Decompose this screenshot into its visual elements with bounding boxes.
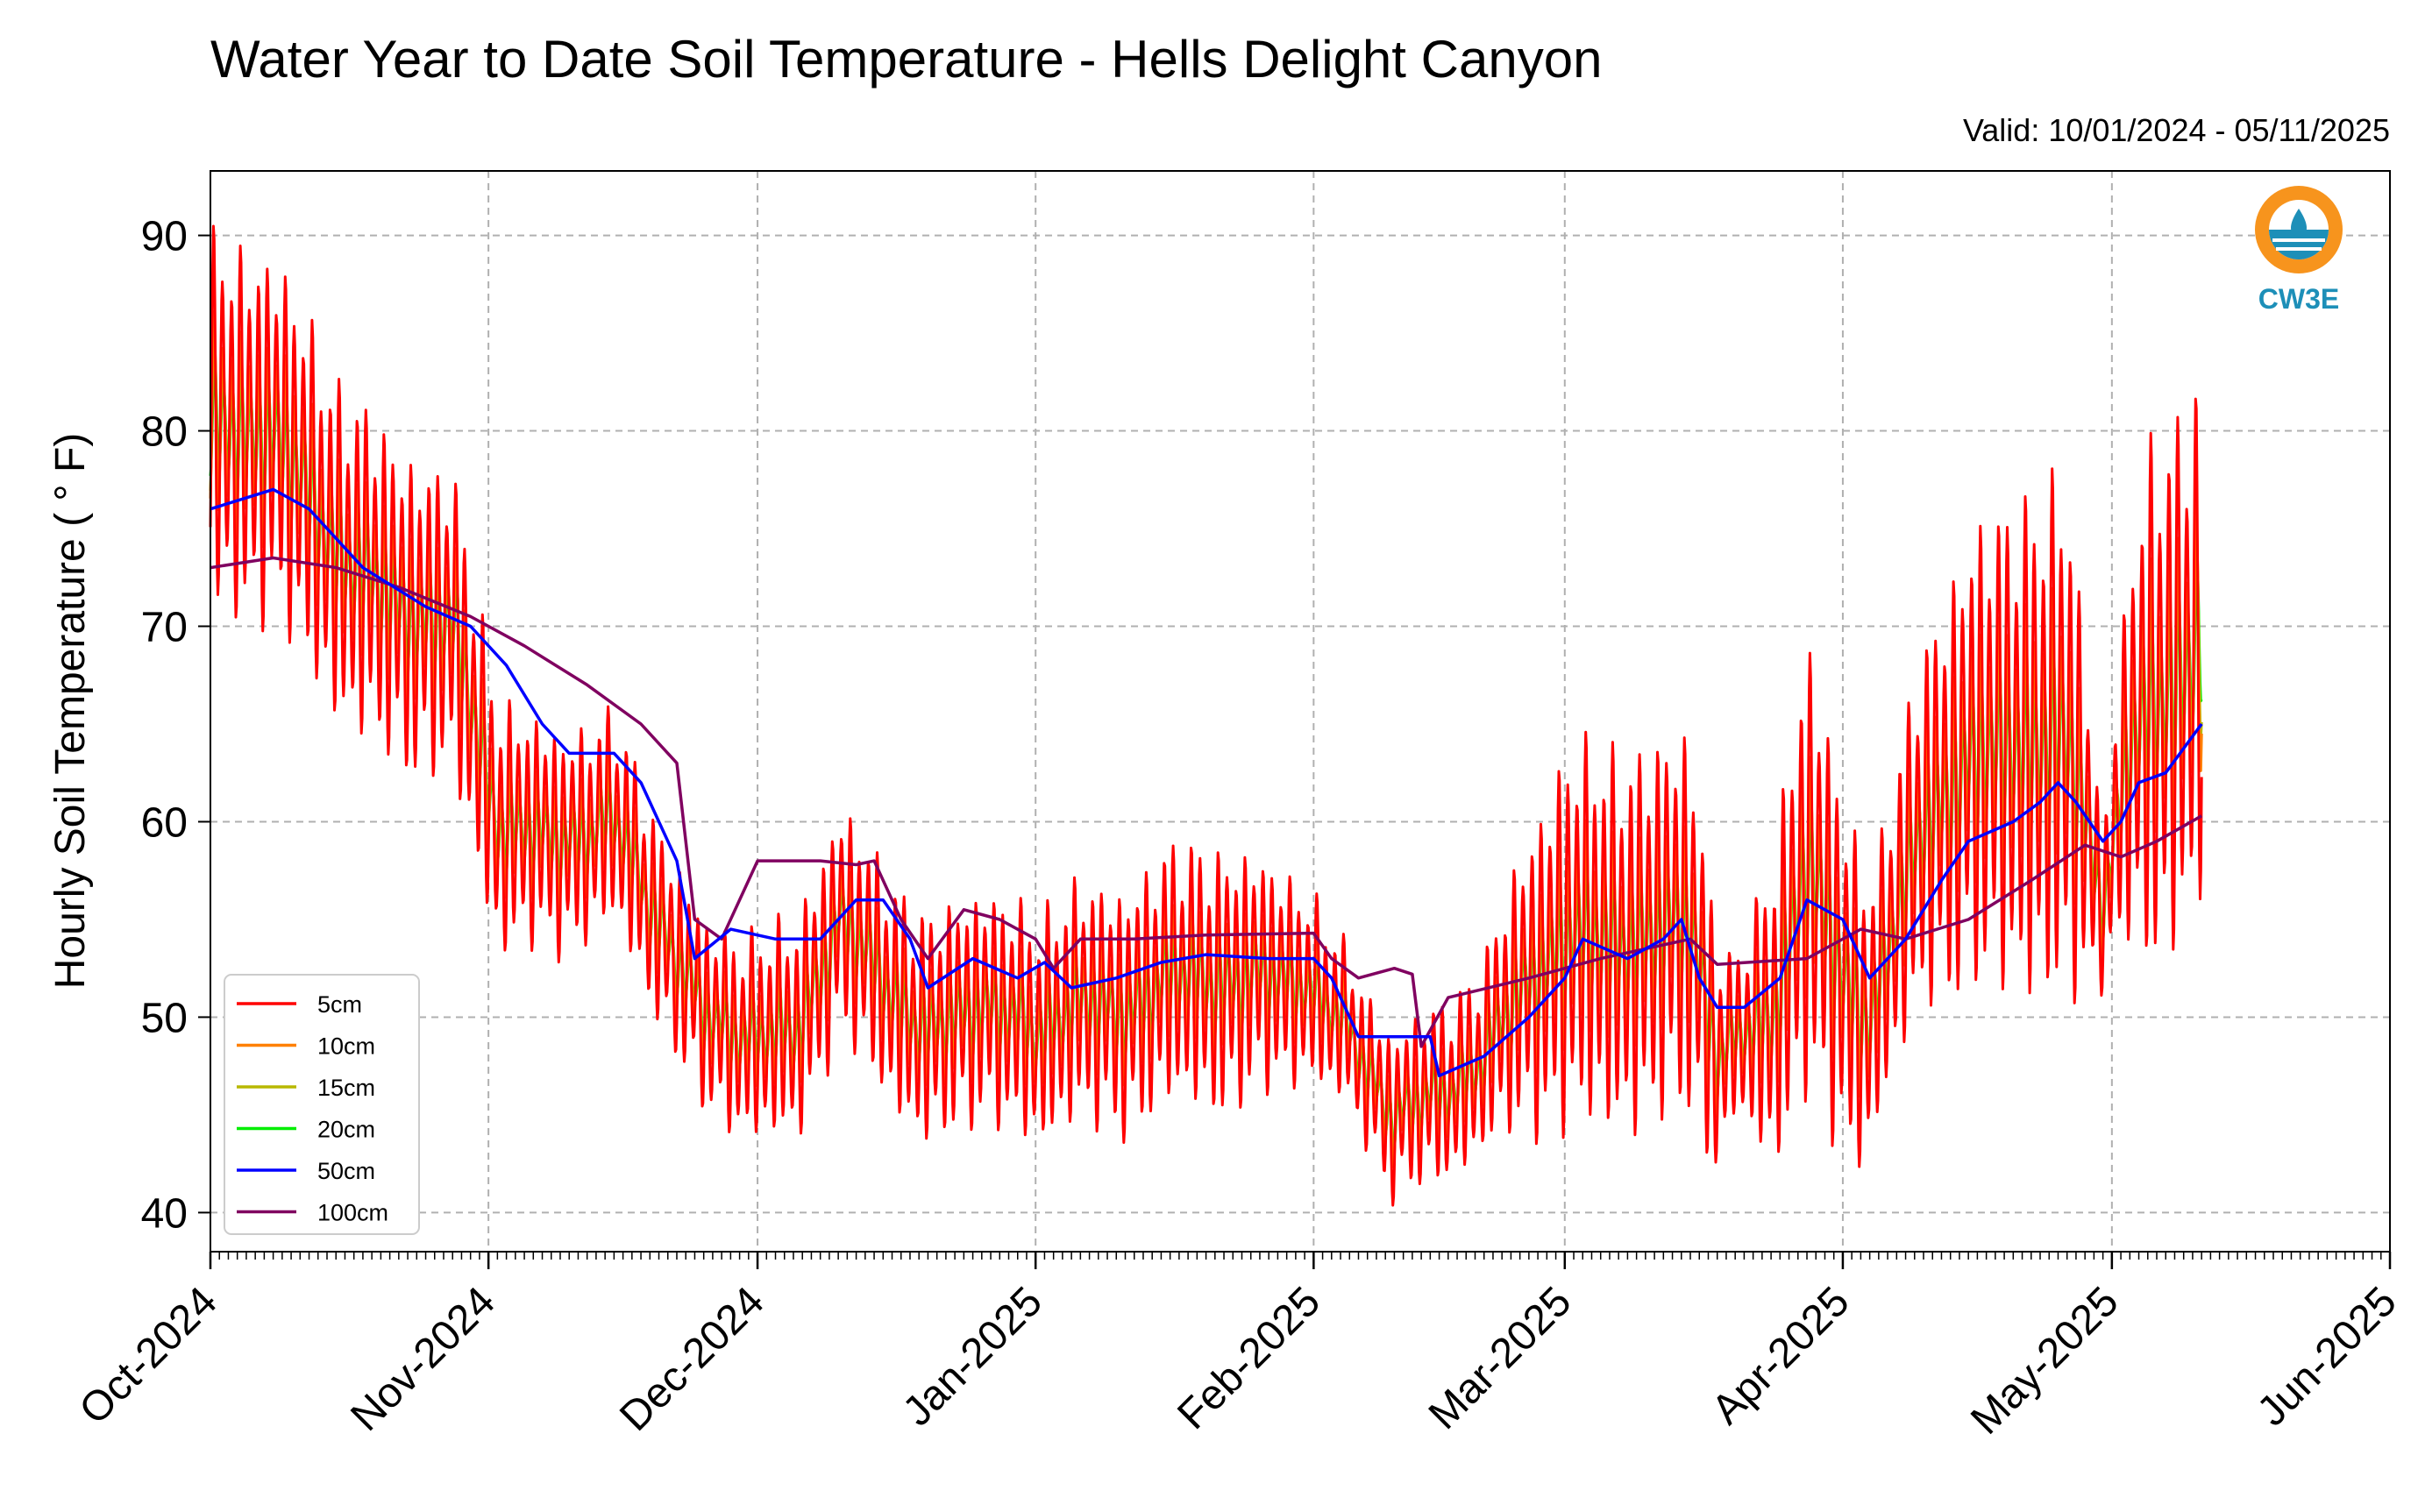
y-tick-label: 80 bbox=[141, 409, 188, 456]
y-tick-label: 60 bbox=[141, 799, 188, 846]
logo-text: CW3E bbox=[2258, 283, 2339, 315]
series-line-50cm bbox=[210, 487, 2203, 1078]
y-tick-label: 50 bbox=[141, 995, 188, 1041]
legend-label-100cm: 100cm bbox=[317, 1200, 388, 1226]
x-tick-label: Feb-2025 bbox=[1169, 1278, 1329, 1438]
x-tick-label: Oct-2024 bbox=[71, 1278, 226, 1433]
legend-label-5cm: 5cm bbox=[317, 991, 362, 1018]
cw3e-logo: CW3E bbox=[2255, 186, 2343, 315]
y-axis: 40 50 60 70 80 90 bbox=[141, 214, 210, 1237]
chart-title: Water Year to Date Soil Temperature - He… bbox=[210, 30, 1602, 89]
legend-label-10cm: 10cm bbox=[317, 1033, 375, 1060]
valid-date-range: Valid: 10/01/2024 - 05/11/2025 bbox=[1963, 112, 2390, 148]
series-lines bbox=[209, 224, 2203, 1207]
x-tick-label: Mar-2025 bbox=[1420, 1278, 1581, 1438]
legend: 5cm 10cm 15cm 20cm 50cm 100cm bbox=[224, 974, 420, 1235]
x-tick-label: Jan-2025 bbox=[894, 1278, 1051, 1435]
x-axis: Oct-2024 Nov-2024 Dec-2024 Jan-2025 Feb-2025… bbox=[71, 1252, 2406, 1444]
series-line-5cm bbox=[209, 224, 2203, 1207]
x-tick-label: Jun-2025 bbox=[2249, 1278, 2406, 1435]
plot-frame bbox=[210, 170, 2391, 1253]
y-tick-label: 40 bbox=[141, 1190, 188, 1237]
x-tick-label: Nov-2024 bbox=[342, 1278, 504, 1440]
legend-label-20cm: 20cm bbox=[317, 1117, 375, 1143]
legend-label-50cm: 50cm bbox=[317, 1158, 375, 1184]
y-tick-label: 90 bbox=[141, 214, 188, 260]
x-tick-label: May-2025 bbox=[1962, 1278, 2127, 1443]
x-tick-label: Dec-2024 bbox=[611, 1278, 773, 1440]
legend-label-15cm: 15cm bbox=[317, 1075, 375, 1101]
y-axis-label: Hourly Soil Temperature ( ° F) bbox=[47, 433, 94, 990]
y-tick-label: 70 bbox=[141, 605, 188, 651]
series-line-100cm bbox=[210, 556, 2203, 1048]
x-tick-label: Apr-2025 bbox=[1703, 1278, 1859, 1433]
